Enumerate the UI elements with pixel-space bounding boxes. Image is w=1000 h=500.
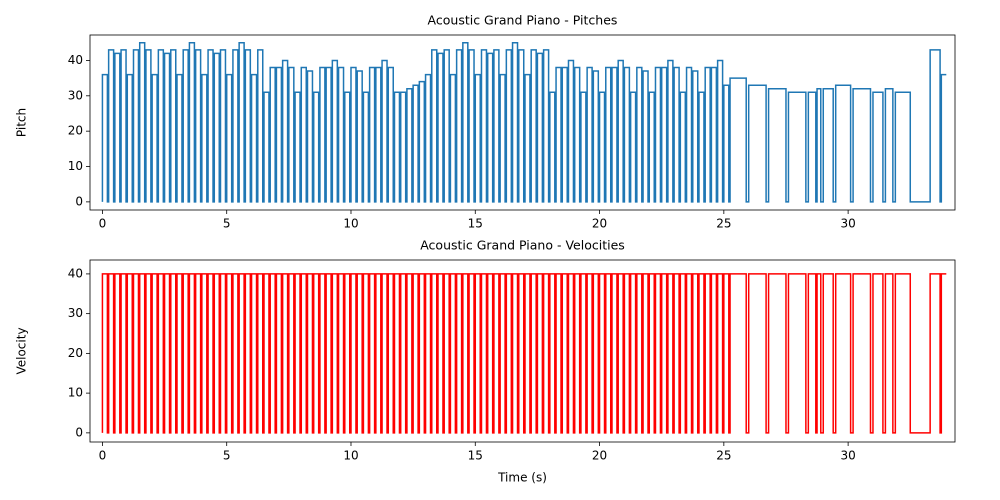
x-tick-label: 10 [343, 217, 358, 231]
y-tick-label: 10 [68, 386, 83, 400]
x-tick-label: 10 [343, 449, 358, 463]
x-tick-label: 15 [468, 449, 483, 463]
x-tick-label: 0 [99, 449, 107, 463]
x-tick-label: 5 [223, 449, 231, 463]
x-axis-label: Time (s) [497, 471, 547, 485]
axes-frame [89, 34, 956, 211]
x-tick-label: 20 [592, 217, 607, 231]
y-tick-label: 20 [68, 346, 83, 360]
chart-title: Acoustic Grand Piano - Velocities [420, 238, 625, 253]
y-tick-label: 40 [68, 266, 83, 280]
step-line [101, 273, 947, 434]
x-tick-label: 25 [716, 449, 731, 463]
y-tick-label: 20 [68, 124, 83, 138]
x-tick-label: 5 [223, 217, 231, 231]
step-line [101, 42, 947, 203]
x-tick-label: 0 [99, 217, 107, 231]
axes-frame [89, 259, 956, 443]
y-axis-label: Pitch [15, 108, 29, 137]
x-tick-label: 30 [840, 217, 855, 231]
x-tick-label: 25 [716, 217, 731, 231]
y-tick-label: 0 [75, 425, 83, 439]
y-tick-label: 30 [68, 306, 83, 320]
chart-title: Acoustic Grand Piano - Pitches [428, 13, 618, 28]
y-tick-label: 10 [68, 159, 83, 173]
y-tick-label: 40 [68, 53, 83, 67]
y-axis-label: Velocity [15, 327, 29, 374]
y-tick-label: 30 [68, 88, 83, 102]
x-tick-label: 30 [840, 449, 855, 463]
x-tick-label: 15 [468, 217, 483, 231]
x-tick-label: 20 [592, 449, 607, 463]
y-tick-label: 0 [75, 194, 83, 208]
